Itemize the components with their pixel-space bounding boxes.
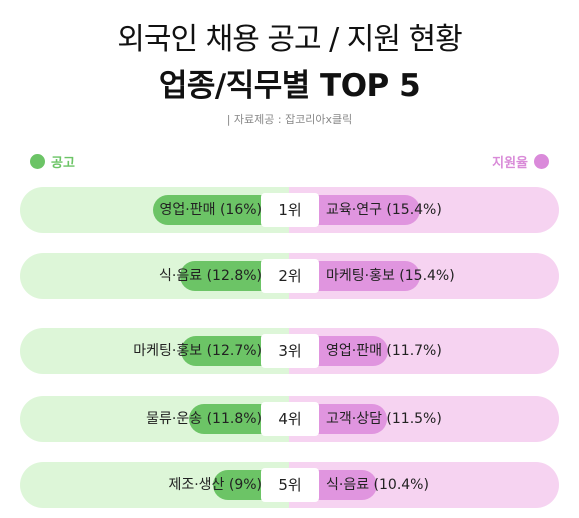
legend-left-label: 공고 (51, 156, 75, 171)
chart-title: 외국인 채용 공고 / 지원 현황 (117, 22, 462, 57)
legend-right-label: 지원율 (492, 156, 528, 171)
rank-row-1: 영업·판매 (16%) 교육·연구 (15.4%) 1위 (20, 187, 559, 233)
legend-right: 지원율 (492, 152, 549, 171)
rank-label-4: 4위 (261, 402, 319, 436)
label-right-3: 영업·판매 (11.7%) (326, 343, 442, 359)
rank-row-4: 물류·운송 (11.8%) 고객·상담 (11.5%) 4위 (20, 396, 559, 442)
rank-label-5: 5위 (261, 468, 319, 502)
label-left-1: 영업·판매 (16%) (159, 202, 262, 218)
rank-label-2: 2위 (261, 259, 319, 293)
source-note: | 자료제공 : 잡코리아x클릭 (226, 113, 353, 126)
rank-row-5: 제조·생산 (9%) 식·음료 (10.4%) 5위 (20, 462, 559, 508)
legend-dot-pink-icon (534, 154, 549, 169)
label-left-4: 물류·운송 (11.8%) (146, 411, 262, 427)
legend-left: 공고 (30, 152, 75, 171)
rank-label-3: 3위 (261, 334, 319, 368)
label-right-5: 식·음료 (10.4%) (326, 477, 429, 493)
legend-dot-green-icon (30, 154, 45, 169)
rank-row-2: 식·음료 (12.8%) 마케팅·홍보 (15.4%) 2위 (20, 253, 559, 299)
chart-subtitle: 업종/직무별 TOP 5 (158, 68, 421, 104)
label-left-5: 제조·생산 (9%) (168, 477, 262, 493)
rank-label-1: 1위 (261, 193, 319, 227)
label-right-1: 교육·연구 (15.4%) (326, 202, 442, 218)
label-left-2: 식·음료 (12.8%) (159, 268, 262, 284)
label-right-2: 마케팅·홍보 (15.4%) (326, 268, 455, 284)
label-left-3: 마케팅·홍보 (12.7%) (133, 343, 262, 359)
rank-row-3: 마케팅·홍보 (12.7%) 영업·판매 (11.7%) 3위 (20, 328, 559, 374)
label-right-4: 고객·상담 (11.5%) (326, 411, 442, 427)
